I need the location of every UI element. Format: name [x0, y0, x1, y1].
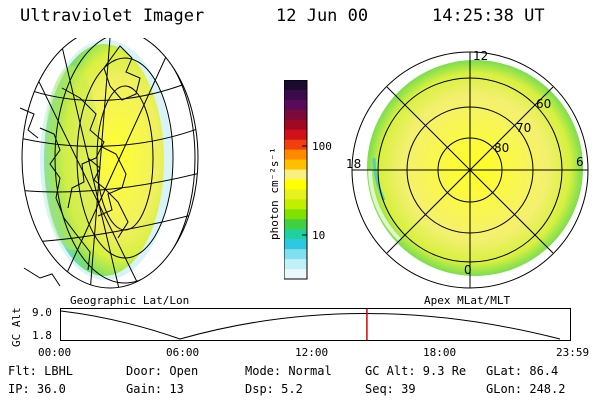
colorbar-band — [284, 159, 307, 171]
glat-status: GLat: 86.4 — [486, 364, 559, 378]
colorbar-band — [284, 189, 307, 200]
orbit-timeline — [60, 308, 571, 341]
colorbar-band — [284, 109, 307, 121]
colorbar-band — [284, 119, 307, 131]
colorbar-band — [284, 99, 307, 111]
colorbar-band — [284, 239, 307, 250]
colorbar-band — [284, 179, 307, 190]
colorbar-band — [284, 219, 307, 230]
seq-status: Seq: 39 — [365, 382, 416, 396]
lat-lon-grid — [22, 38, 198, 288]
colorbar-band — [284, 169, 307, 180]
time-axis-label-1: 06:00 — [166, 346, 200, 359]
polar-grid — [351, 51, 589, 289]
mlt-label-12: 12 — [473, 49, 488, 63]
time-axis-label-0: 00:00 — [38, 346, 72, 359]
gc-alt-status: GC Alt: 9.3 Re — [365, 364, 467, 378]
colorbar — [284, 80, 308, 280]
time-label: 14:25:38 UT — [432, 6, 545, 26]
mlt-label-0: 0 — [464, 263, 472, 277]
gc-alt-curve — [60, 310, 561, 340]
earth-limb — [21, 38, 199, 289]
door-status: Door: Open — [126, 364, 199, 378]
colorbar-band — [284, 89, 307, 101]
colorbar-band — [284, 269, 307, 280]
polar-mlat-mlt-plot: 12 6 18 0 60 70 80 — [346, 49, 589, 289]
colorbar-band — [284, 249, 307, 260]
mlat-label-70: 70 — [516, 121, 531, 135]
geographic-aurora-image — [19, 38, 199, 289]
dsp-status: Dsp: 5.2 — [245, 382, 303, 396]
mlt-label-18: 18 — [346, 157, 361, 171]
colorbar-band — [284, 139, 307, 151]
gain-status: Gain: 13 — [126, 382, 184, 396]
mlt-label-6: 6 — [576, 155, 584, 169]
coastlines — [19, 45, 141, 287]
colorbar-label-100: 100 — [312, 140, 332, 153]
colorbar-frame — [284, 80, 308, 280]
time-axis-label-3: 18:00 — [423, 346, 457, 359]
gc-alt-min-label: 1.8 — [32, 329, 52, 342]
glon-status: GLon: 248.2 — [486, 382, 566, 396]
auroral-emission — [367, 60, 583, 276]
colorbar-band — [284, 149, 307, 161]
gc-alt-axis-label: GC Alt — [10, 307, 23, 347]
gc-alt-max-label: 9.0 — [32, 306, 52, 319]
colorbar-band — [284, 229, 307, 240]
ip-status: IP: 36.0 — [8, 382, 66, 396]
mode-status: Mode: Normal — [245, 364, 332, 378]
colorbar-unit-label: photon cm⁻²s⁻¹ — [268, 147, 281, 240]
colorbar-scale — [284, 80, 307, 280]
timeline-frame — [60, 308, 571, 341]
colorbar-band — [284, 80, 307, 91]
colorbar-band — [284, 129, 307, 141]
mlat-label-60: 60 — [536, 97, 551, 111]
colorbar-band — [284, 259, 307, 270]
geographic-projection-label: Geographic Lat/Lon — [70, 294, 190, 307]
time-axis-label-4: 23:59 — [556, 346, 590, 359]
mlat-label-80: 80 — [494, 141, 509, 155]
colorbar-label-10: 10 — [312, 229, 326, 242]
filter-status: Flt: LBHL — [8, 364, 74, 378]
apex-projection-label: Apex MLat/MLT — [424, 294, 511, 307]
date-label: 12 Jun 00 — [276, 6, 369, 26]
colorbar-band — [284, 209, 307, 220]
time-axis-label-2: 12:00 — [295, 346, 329, 359]
colorbar-band — [284, 199, 307, 210]
instrument-title: Ultraviolet Imager — [20, 6, 205, 26]
